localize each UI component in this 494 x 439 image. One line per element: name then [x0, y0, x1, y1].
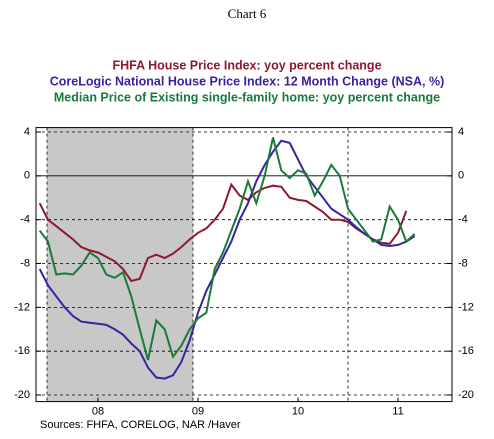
- recession-shade: [47, 127, 193, 402]
- y2-tick-label: -20: [458, 389, 474, 401]
- plot-frame: [35, 127, 453, 403]
- legend-entry: FHFA House Price Index: yoy percent chan…: [112, 58, 381, 72]
- series-line: [38, 139, 416, 380]
- y-tick-label: -20: [14, 389, 30, 401]
- x-tick-label: 11: [392, 406, 403, 418]
- y-tick-label: -8: [20, 257, 30, 269]
- y-tick-label: -12: [14, 301, 30, 313]
- source: Sources: FHFA, CORELOG, NAR /Haver: [40, 419, 241, 431]
- y-tick-label: 4: [24, 126, 30, 138]
- x-tick-label: 10: [292, 406, 304, 418]
- series-line: [38, 182, 408, 283]
- x-tick-label: 09: [192, 406, 204, 418]
- y-tick-label: -16: [14, 345, 30, 357]
- legend-entry: CoreLogic National House Price Index: 12…: [50, 74, 445, 88]
- y2-tick-label: 0: [458, 170, 464, 182]
- y2-tick-label: -16: [458, 345, 474, 357]
- y2-tick-label: -4: [458, 214, 468, 226]
- y2-tick-label: 4: [458, 126, 464, 138]
- legend-entry: Median Price of Existing single-family h…: [54, 90, 440, 104]
- y-tick-label: 0: [24, 170, 30, 182]
- chart-title: Chart 6: [228, 6, 267, 21]
- y2-tick-label: -12: [458, 301, 474, 313]
- x-tick-label: 08: [92, 406, 104, 418]
- y-tick-label: -4: [20, 214, 30, 226]
- y2-tick-label: -8: [458, 257, 468, 269]
- series-line: [38, 137, 416, 361]
